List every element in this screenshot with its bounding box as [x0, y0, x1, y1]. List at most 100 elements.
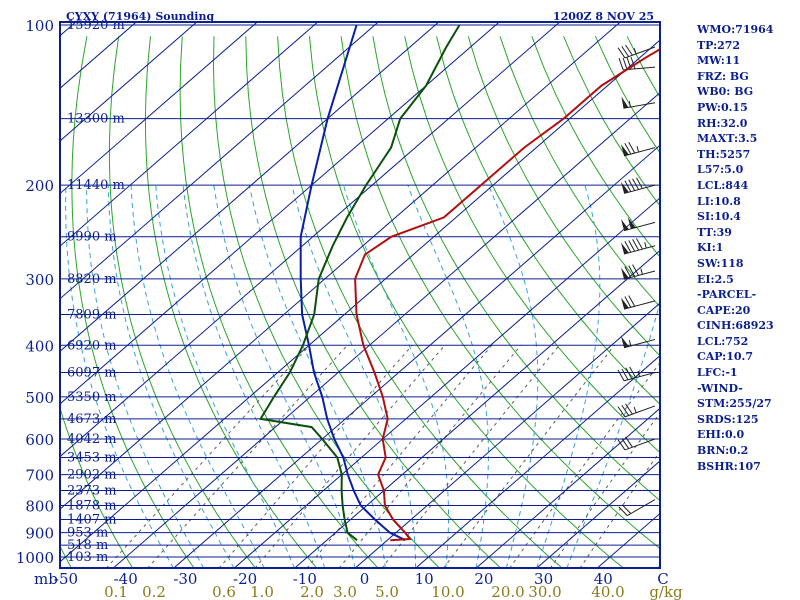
pressure-tick-label: 500	[25, 389, 54, 407]
dry-adiabat-line	[144, 36, 318, 568]
mixing-ratio-line	[147, 344, 348, 568]
moist-adiabat-line	[86, 185, 205, 568]
mixing-ratio-tick-label: 0.2	[142, 583, 166, 600]
height-label: 953 m	[67, 526, 108, 541]
height-label: 5350 m	[67, 390, 117, 405]
height-label: 4042 m	[67, 432, 117, 447]
isotherm-line	[60, 22, 622, 510]
isotherm-line	[354, 302, 660, 568]
height-label: 6097 m	[67, 366, 117, 381]
dry-adiabat-line	[531, 36, 660, 258]
dry-adiabat-line	[340, 36, 660, 550]
isotherm-line	[475, 407, 660, 568]
dry-adiabat-line	[71, 36, 195, 568]
moist-adiabat-line	[291, 184, 416, 568]
pressure-tick-label: 800	[25, 497, 54, 515]
index-line: CAP:10.7	[697, 350, 754, 364]
index-line: TP:272	[697, 38, 741, 52]
mixing-ratio-tick-label: 30.0	[528, 583, 561, 600]
dry-adiabat-line	[277, 36, 563, 568]
index-line: SI:10.4	[697, 210, 741, 224]
temperature-tick-label: 20	[474, 570, 493, 588]
mixing-ratio-tick-label: 40.0	[591, 583, 624, 600]
wind-barb	[617, 44, 656, 59]
moist-adiabats	[65, 184, 660, 568]
plot-frame	[59, 21, 661, 569]
index-line: CAPE:20	[697, 303, 751, 317]
height-label: 7809 m	[67, 307, 117, 322]
isotherm-line	[60, 39, 660, 563]
temperature-tick-label: -40	[114, 570, 138, 588]
dewpoint-trace	[258, 24, 461, 541]
index-line: TH:5257	[697, 147, 751, 161]
mixing-ratio-tick-label: 1.0	[250, 583, 274, 600]
dry-adiabat-line	[436, 36, 660, 405]
height-label: 1878 m	[67, 498, 117, 513]
index-line: WMO:71964	[697, 23, 774, 36]
mixing-ratio-lines	[105, 344, 660, 568]
height-label: 13300 m	[67, 112, 125, 127]
wind-barb	[620, 336, 656, 349]
dry-adiabat-line	[245, 36, 502, 568]
mixing-ratio-tick-label: 2.0	[300, 583, 324, 600]
height-label: 518 m	[67, 538, 108, 553]
dry-adiabat-line	[499, 36, 660, 308]
parcel-trace	[299, 24, 406, 542]
index-line: FRZ: BG	[697, 69, 749, 83]
height-label: 1407 m	[67, 512, 117, 527]
isotherm-line	[536, 460, 660, 568]
temperature-tick-label: 0	[360, 570, 370, 588]
stability-indices-panel: WMO:71964 TP:272 MW:11 FRZ: BG WB0: BG PW:0.1…	[697, 22, 800, 474]
temperature-axis-labels: -50 -40 -30 -20 -10 0 10 20 30 40 C	[54, 570, 669, 588]
mixing-ratio-line	[218, 344, 413, 568]
index-line: RH:32.0	[697, 116, 748, 130]
wind-barb	[620, 177, 656, 194]
moist-adiabat-line	[65, 185, 174, 568]
wind-barb	[617, 366, 656, 382]
wind-barb	[620, 217, 656, 232]
pressure-tick-label: 400	[25, 337, 54, 355]
isotherm-line	[60, 22, 440, 353]
temperature-tick-label: -10	[293, 570, 317, 588]
isotherm-line	[60, 22, 259, 195]
index-line: TT:39	[697, 225, 732, 239]
height-label: 2902 m	[67, 468, 117, 483]
pressure-tick-label: 900	[25, 525, 54, 543]
moist-adiabat-line	[182, 185, 326, 568]
height-label: 6920 m	[67, 338, 117, 353]
pressure-tick-label: 200	[25, 177, 54, 195]
mixing-ratio-tick-label: 3.0	[333, 583, 357, 600]
pressure-tick-label: 300	[25, 271, 54, 289]
index-line: -PARCEL-	[697, 288, 757, 302]
temperature-tick-label: -30	[173, 570, 197, 588]
moist-adiabat-line	[248, 185, 386, 568]
wind-barbs	[617, 44, 656, 517]
index-line: SW:118	[697, 256, 744, 270]
valid-time: 1200Z 8 NOV 25	[553, 10, 654, 23]
dry-adiabat-line	[212, 36, 440, 568]
temperature-tick-label: -50	[54, 570, 78, 588]
index-line: BRN:0.2	[697, 444, 749, 458]
height-label: 3453 m	[67, 450, 117, 465]
temperature-tick-label: C	[657, 570, 668, 588]
mixing-ratio-line	[442, 344, 615, 568]
index-line: WB0: BG	[697, 85, 754, 99]
moist-adiabat-line	[107, 185, 235, 568]
mixing-ratio-line	[254, 344, 446, 568]
index-line: EI:2.5	[697, 272, 734, 286]
moist-adiabat-line	[407, 184, 490, 568]
isotherm-line	[294, 249, 660, 568]
dry-adiabat-line	[108, 36, 256, 568]
dry-adiabat-line	[372, 36, 660, 502]
isotherm-line	[415, 355, 660, 568]
dry-adiabat-line	[60, 406, 134, 568]
index-line: PW:0.15	[697, 100, 748, 114]
wind-barb	[620, 141, 656, 157]
height-label: 11440 m	[67, 178, 125, 193]
index-line: BSHR:107	[697, 459, 761, 473]
profile-traces	[258, 24, 660, 542]
isotherm-line	[60, 22, 561, 458]
mixing-ratio-tick-label: 20.0	[491, 583, 524, 600]
